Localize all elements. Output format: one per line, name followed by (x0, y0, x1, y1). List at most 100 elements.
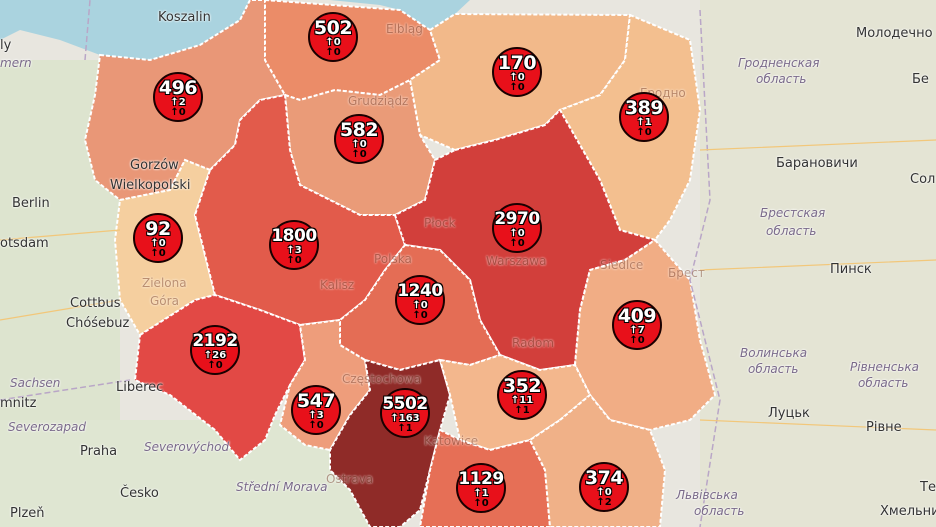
region-podkarpackie[interactable] (528, 393, 667, 527)
arrow-up-icon: ↑ (397, 423, 406, 434)
arrow-up-icon: ↑ (509, 82, 518, 93)
marker-total-cases: 374 (584, 467, 624, 489)
marker-new-deaths: ↑0 (155, 108, 201, 118)
place-label-be: Бе (912, 72, 929, 87)
marker-new-deaths: ↑0 (614, 336, 660, 346)
place-label-siedlce: Siedlce (600, 258, 644, 272)
marker-new-cases: ↑163 (382, 414, 428, 424)
arrow-up-icon: ↑ (629, 335, 638, 346)
marker-new-deaths: ↑0 (621, 128, 667, 138)
marker-new-deaths: ↑0 (336, 150, 382, 160)
place-label-elblag: Elbląg (386, 22, 423, 36)
marker-new-deaths-value: 0 (158, 248, 166, 259)
marker-total-cases: 352 (502, 375, 542, 397)
arrow-up-icon: ↑ (509, 238, 518, 249)
marker-new-cases-value: 0 (420, 300, 428, 311)
marker-new-deaths: ↑0 (494, 239, 540, 249)
place-label-zielona: Zielona (142, 276, 187, 290)
case-marker-lubuskie[interactable]: 92 ↑0 ↑0 (133, 213, 183, 263)
arrow-up-icon: ↑ (629, 325, 638, 336)
case-marker-slaskie[interactable]: 5502 ↑163 ↑1 (380, 388, 430, 438)
place-label-molodechno: Молодечно (856, 26, 933, 41)
arrow-up-icon: ↑ (509, 228, 518, 239)
arrow-up-icon: ↑ (308, 410, 317, 421)
place-label-oblast4: область (858, 376, 909, 390)
marker-total-cases: 409 (617, 305, 657, 327)
marker-new-deaths-value: 0 (637, 335, 645, 346)
marker-new-cases-value: 0 (333, 37, 341, 48)
marker-new-deaths-value: 0 (517, 238, 525, 249)
place-label-mnitz: mnitz (0, 396, 37, 411)
case-marker-podlaskie[interactable]: 389 ↑1 ↑0 (619, 92, 669, 142)
place-label-rivnenska: Рівненська (850, 360, 919, 374)
marker-new-cases: ↑0 (494, 229, 540, 239)
place-label-severozapad: Severozapad (8, 420, 86, 434)
marker-new-deaths-value: 0 (215, 360, 223, 371)
case-marker-warminsko-mazurskie[interactable]: 170 ↑0 ↑0 (492, 47, 542, 97)
marker-new-cases-value: 1 (644, 117, 652, 128)
marker-new-cases-value: 163 (398, 413, 420, 424)
arrow-up-icon: ↑ (207, 360, 216, 371)
arrow-up-icon: ↑ (170, 97, 179, 108)
case-marker-malopolskie[interactable]: 1129 ↑1 ↑0 (456, 463, 506, 513)
case-marker-podkarpackie[interactable]: 374 ↑0 ↑2 (579, 462, 629, 512)
place-label-radom: Radom (512, 336, 555, 350)
marker-new-cases: ↑11 (499, 396, 545, 406)
marker-new-deaths-value: 0 (294, 255, 302, 266)
marker-total-cases: 1240 (397, 281, 443, 301)
marker-new-cases: ↑3 (293, 411, 339, 421)
arrow-up-icon: ↑ (412, 300, 421, 311)
case-marker-lodzkie[interactable]: 1240 ↑0 ↑0 (395, 275, 445, 325)
marker-new-cases: ↑0 (135, 239, 181, 249)
place-label-grudziadz: Grudziądz (348, 94, 409, 108)
case-marker-pomorskie[interactable]: 502 ↑0 ↑0 (308, 12, 358, 62)
marker-new-deaths: ↑1 (382, 424, 428, 434)
case-marker-kujawsko-pomorskie[interactable]: 582 ↑0 ↑0 (334, 114, 384, 164)
arrow-up-icon: ↑ (325, 37, 334, 48)
place-label-volynska: Волинська (740, 346, 808, 360)
place-label-cottbus: Cottbus (70, 296, 121, 311)
place-label-khmelnytskyi: Хмельни (880, 504, 936, 519)
marker-new-deaths-value: 0 (333, 47, 341, 58)
arrow-up-icon: ↑ (510, 395, 520, 406)
marker-new-deaths-value: 1 (522, 405, 530, 416)
case-marker-wielkopolskie[interactable]: 1800 ↑3 ↑0 (269, 220, 319, 270)
place-label-praha: Praha (80, 444, 118, 459)
region-dolnoslaskie[interactable] (133, 293, 307, 462)
marker-new-cases: ↑3 (271, 246, 317, 256)
marker-new-cases-value: 0 (517, 228, 525, 239)
arrow-up-icon: ↑ (636, 127, 645, 138)
marker-new-deaths-value: 0 (359, 149, 367, 160)
case-marker-lubelskie[interactable]: 409 ↑7 ↑0 (612, 300, 662, 350)
marker-new-deaths-value: 1 (405, 423, 413, 434)
arrow-up-icon: ↑ (351, 139, 360, 150)
marker-new-cases: ↑0 (336, 140, 382, 150)
marker-new-cases: ↑2 (155, 98, 201, 108)
arrow-up-icon: ↑ (514, 405, 523, 416)
place-label-severovychod: Severovýchod (144, 440, 230, 454)
baltic-sea (0, 0, 470, 60)
case-marker-dolnoslaskie[interactable]: 2192 ↑26 ↑0 (190, 325, 240, 375)
place-label-kalisz: Kalisz (320, 278, 355, 292)
place-label-baranovichi: Барановичи (776, 156, 858, 171)
place-label-katowice: Katowice (424, 434, 479, 448)
place-label-czestochowa: Częstochowa (342, 372, 422, 386)
marker-new-cases-value: 0 (359, 139, 367, 150)
place-label-gorzow: Gorzów (130, 158, 179, 173)
place-label-liberec: Liberec (116, 380, 164, 395)
arrow-up-icon: ↑ (286, 255, 295, 266)
case-marker-opolskie[interactable]: 547 ↑3 ↑0 (291, 385, 341, 435)
case-marker-zachodniopomorskie[interactable]: 496 ↑2 ↑0 (153, 72, 203, 122)
marker-new-deaths: ↑0 (458, 499, 504, 509)
marker-new-deaths-value: 0 (420, 310, 428, 321)
place-label-tern: Терн (920, 480, 936, 495)
place-label-gora: Góra (150, 294, 179, 308)
case-marker-swietokrzyskie[interactable]: 352 ↑11 ↑1 (497, 370, 547, 420)
place-label-brest: Брест (668, 266, 705, 280)
arrow-up-icon: ↑ (308, 420, 317, 431)
arrow-up-icon: ↑ (473, 498, 482, 509)
case-marker-mazowieckie[interactable]: 2970 ↑0 ↑0 (492, 203, 542, 253)
marker-total-cases: 582 (339, 119, 379, 141)
arrow-up-icon: ↑ (203, 350, 213, 361)
